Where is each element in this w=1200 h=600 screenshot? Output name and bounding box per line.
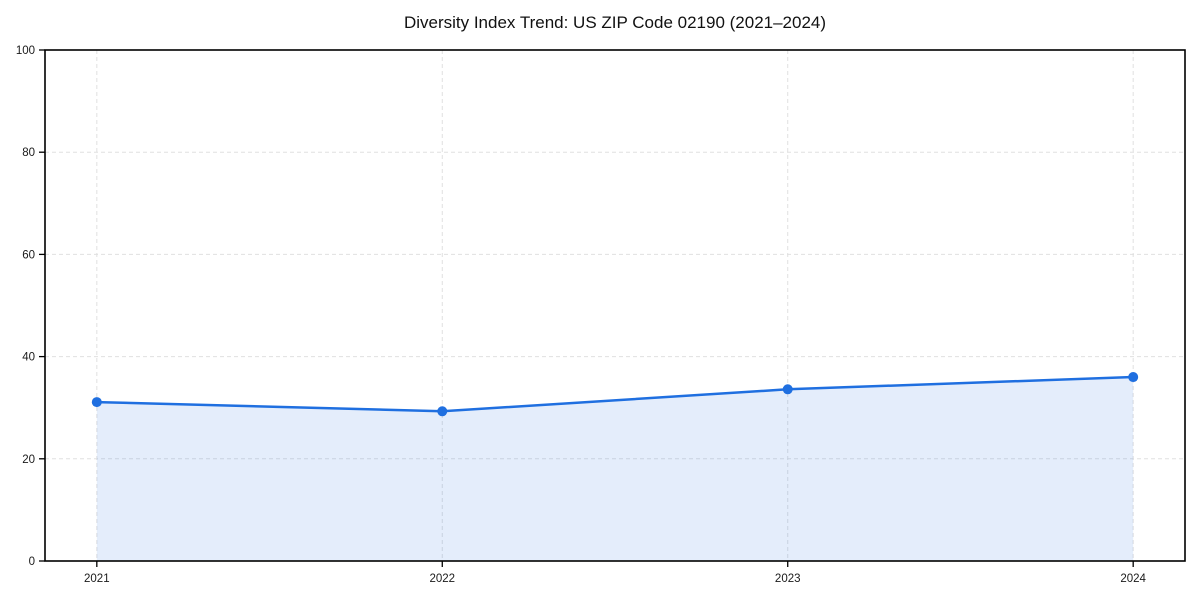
chart-title: Diversity Index Trend: US ZIP Code 02190… — [403, 13, 827, 32]
series-area-fill — [96, 377, 1134, 561]
x-tick-label: 2023 — [775, 573, 801, 585]
x-tick-label: 2021 — [84, 573, 110, 585]
x-tick-label: 2024 — [1120, 573, 1146, 585]
y-tick-label: 60 — [22, 249, 35, 261]
data-point-marker — [91, 397, 102, 408]
y-tick-label: 80 — [22, 147, 35, 159]
data-point-marker — [1128, 372, 1139, 383]
data-point-marker — [782, 384, 793, 395]
y-tick-label: 20 — [22, 454, 35, 466]
y-tick-label: 100 — [16, 45, 35, 57]
y-tick-label: 0 — [29, 556, 35, 568]
data-point-marker — [437, 406, 448, 417]
y-tick-label: 40 — [22, 352, 35, 364]
x-tick-label: 2022 — [429, 573, 455, 585]
plot-frame — [44, 49, 1186, 562]
series-line — [95, 375, 1135, 413]
